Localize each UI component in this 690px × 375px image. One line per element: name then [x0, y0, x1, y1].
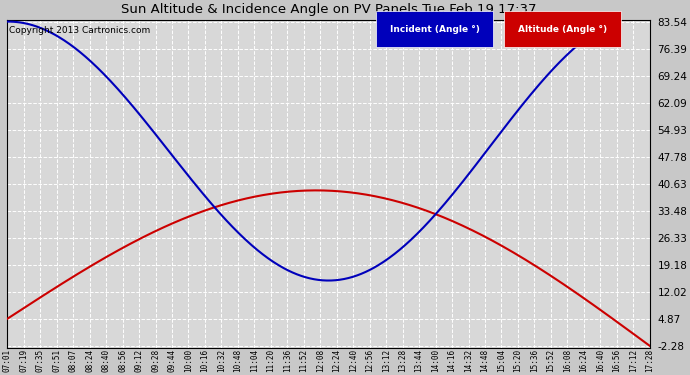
Text: Altitude (Angle °): Altitude (Angle °) — [518, 25, 607, 34]
Title: Sun Altitude & Incidence Angle on PV Panels Tue Feb 19 17:37: Sun Altitude & Incidence Angle on PV Pan… — [121, 3, 536, 16]
Text: Incident (Angle °): Incident (Angle °) — [390, 25, 480, 34]
Text: Copyright 2013 Cartronics.com: Copyright 2013 Cartronics.com — [8, 26, 150, 35]
